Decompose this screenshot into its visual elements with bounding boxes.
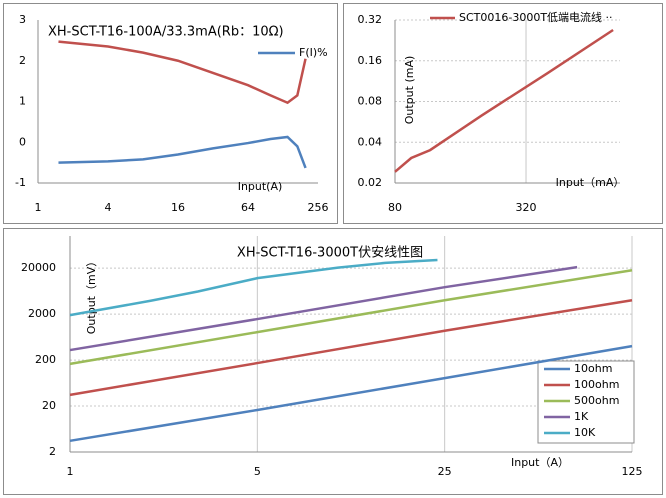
series-line [69, 258, 438, 317]
chart-title: XH-SCT-T16-3000T伏安线性图 [237, 246, 423, 261]
y-axis-label: Output（mV） [85, 256, 98, 334]
series-line [69, 344, 633, 443]
x-tick-label: 16 [171, 201, 185, 214]
x-axis-label: Input（A） [511, 456, 569, 469]
y-tick-label: 0 [19, 135, 26, 148]
x-tick-label: 25 [438, 465, 452, 478]
y-tick-label: 0.32 [358, 13, 383, 26]
y-tick-label: 0.08 [358, 95, 383, 108]
legend-label: F(I)% [299, 46, 328, 59]
y-tick-label: 20000 [21, 261, 56, 274]
legend-label: 100ohm [574, 378, 619, 391]
y-tick-label: 2 [19, 54, 26, 67]
y-tick-label: 2000 [28, 307, 56, 320]
x-tick-label: 125 [622, 465, 643, 478]
y-tick-label: 200 [35, 353, 56, 366]
legend-label: SCT0016-3000T低端电流线 ·· [459, 10, 613, 24]
series-line [58, 40, 307, 105]
chart-title: XH-SCT-T16-100A/33.3mA(Rb：10Ω) [48, 25, 284, 40]
x-axis-label: Input（mA） [556, 176, 625, 189]
x-tick-label: 320 [516, 201, 537, 214]
panel [343, 3, 663, 224]
x-tick-label: 256 [308, 201, 329, 214]
y-tick-label: 20 [42, 399, 56, 412]
y-tick-label: 3 [19, 13, 26, 26]
series-line [69, 268, 633, 366]
y-tick-label: 0.04 [358, 135, 383, 148]
legend-label: 500ohm [574, 394, 619, 407]
series-line [69, 265, 578, 352]
y-tick-label: -1 [15, 176, 26, 189]
series-line [58, 135, 307, 169]
series-line [69, 299, 633, 397]
x-tick-label: 5 [254, 465, 261, 478]
panel [3, 3, 338, 224]
x-tick-label: 64 [241, 201, 255, 214]
legend-label: 10K [574, 426, 596, 439]
y-tick-label: 0.16 [358, 54, 383, 67]
y-tick-label: 1 [19, 95, 26, 108]
y-tick-label: 2 [49, 445, 56, 458]
x-tick-label: 1 [35, 201, 42, 214]
x-tick-label: 1 [67, 465, 74, 478]
y-tick-label: 0.02 [358, 176, 383, 189]
series-line [394, 28, 614, 173]
x-tick-label: 80 [388, 201, 402, 214]
legend-label: 10ohm [574, 362, 612, 375]
x-tick-label: 4 [105, 201, 112, 214]
y-axis-label: Output (mA) [403, 56, 416, 125]
x-axis-label: Input(A) [238, 180, 283, 193]
legend-label: 1K [574, 410, 589, 423]
